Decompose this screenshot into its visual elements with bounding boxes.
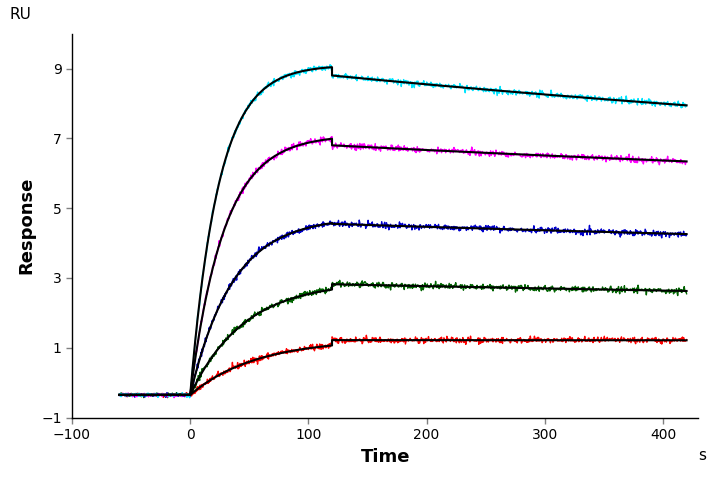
Y-axis label: Response: Response [17,177,35,274]
Text: RU: RU [9,7,31,22]
Text: s: s [698,448,706,463]
X-axis label: Time: Time [361,447,410,466]
